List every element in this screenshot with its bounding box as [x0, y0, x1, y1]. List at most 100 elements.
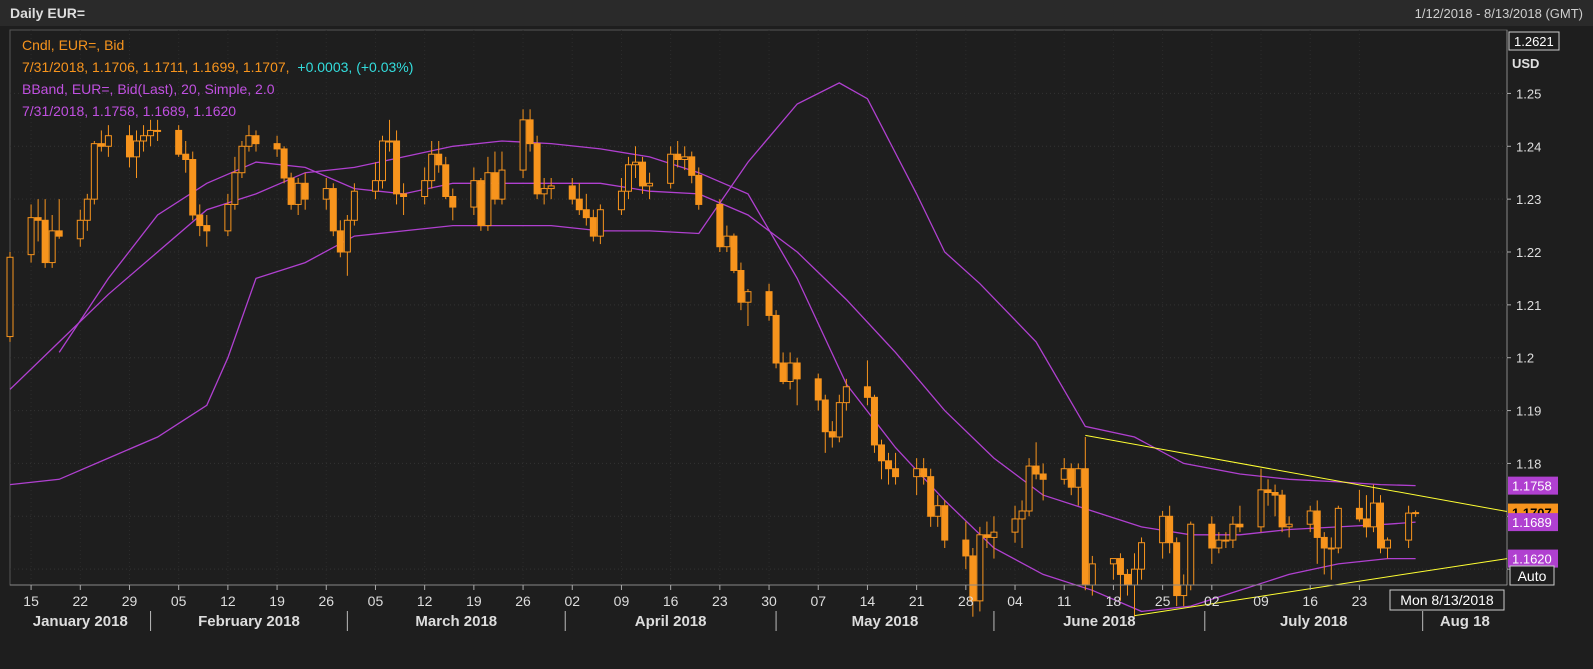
x-tick-label: 07 — [810, 593, 826, 609]
candle-body-down — [1362, 518, 1370, 528]
candle-body-up — [147, 129, 155, 137]
candle-body-down — [877, 444, 885, 462]
candle-body-down — [941, 505, 949, 541]
candle-body-down — [196, 214, 204, 227]
candle-body-up — [842, 386, 850, 404]
upper-trendline — [1085, 434, 1508, 513]
x-tick-label: 28 — [958, 593, 974, 609]
candle-body-down — [639, 161, 647, 187]
candle-body-down — [41, 219, 49, 264]
legend-bband-values: 7/31/2018, 1.1758, 1.1689, 1.1620 — [22, 103, 236, 119]
candle-body-up — [1131, 568, 1139, 586]
candle-body-up — [1025, 465, 1033, 512]
candle-body-up — [386, 140, 394, 143]
x-tick-label: 11 — [1057, 593, 1072, 609]
candle-body-up — [1109, 558, 1117, 565]
candle-body-up — [322, 188, 330, 200]
candle-body-up — [646, 182, 654, 187]
candles-layer — [6, 109, 1420, 617]
plot-frame — [9, 29, 1508, 586]
candle-body-down — [449, 196, 457, 208]
candle-body-up — [1088, 563, 1096, 586]
month-label: March 2018 — [415, 613, 497, 630]
x-tick-label: 23 — [1352, 593, 1368, 609]
candle-body-up — [519, 119, 527, 171]
bband-lower-label: 1.1620 — [1512, 552, 1552, 567]
x-tick-label: 22 — [72, 593, 88, 609]
candle-body-down — [1067, 468, 1075, 488]
candle-body-up — [1215, 539, 1223, 549]
x-tick-label: 19 — [466, 593, 482, 609]
candle-body-down — [695, 174, 703, 205]
y-tick-label: 1.25 — [1516, 86, 1541, 101]
candle-body-down — [526, 119, 534, 145]
legend-candle-values: 7/31/2018, 1.1706, 1.1711, 1.1699, 1.170… — [22, 59, 413, 75]
candle-body-down — [1173, 542, 1181, 597]
bband-upper-label-box — [1508, 476, 1558, 495]
candle-body-down — [125, 135, 133, 158]
x-tick-label: 21 — [909, 593, 925, 609]
candle-body-down — [688, 156, 696, 176]
candle-body-up — [1327, 547, 1335, 550]
candle-body-up — [76, 219, 84, 240]
candle-body-down — [55, 230, 63, 237]
candle-body-down — [435, 153, 443, 166]
candle-body-up — [1011, 518, 1019, 533]
candle-body-down — [983, 534, 991, 538]
candle-body-up — [835, 402, 843, 438]
candle-body-down — [442, 164, 450, 198]
month-label: July 2018 — [1280, 613, 1348, 630]
legend-bband-series: BBand, EUR=, Bid(Last), 20, Simple, 2.0 — [22, 81, 275, 97]
month-label: Aug 18 — [1440, 613, 1490, 630]
candle-body-up — [1405, 512, 1413, 541]
candle-body-up — [1222, 539, 1230, 542]
candle-body-down — [779, 362, 787, 382]
candle-body-up — [245, 135, 253, 147]
candle-body-down — [1032, 465, 1040, 475]
candle-body-up — [990, 531, 998, 538]
candle-body-down — [1376, 502, 1384, 549]
candle-body-up — [1412, 512, 1420, 515]
month-label: April 2018 — [635, 613, 707, 630]
candle-body-down — [730, 235, 738, 271]
candle-body-up — [428, 153, 436, 182]
x-tick-label: 02 — [1204, 593, 1220, 609]
candle-body-up — [1180, 584, 1188, 597]
candle-body-down — [885, 460, 893, 470]
auto-scale-label: Auto — [1518, 568, 1547, 584]
candle-body-down — [814, 378, 822, 401]
x-tick-label: 12 — [220, 593, 236, 609]
candle-body-up — [378, 140, 386, 182]
candle-body-up — [1060, 468, 1068, 480]
header-bar — [0, 0, 1593, 26]
candle-body-down — [329, 188, 337, 232]
x-tick-label: 05 — [368, 593, 384, 609]
candle-body-down — [1264, 489, 1272, 494]
month-label: February 2018 — [198, 613, 300, 630]
cursor-date-label: Mon 8/13/2018 — [1400, 592, 1494, 608]
candle-body-down — [189, 159, 197, 216]
x-tick-label: 29 — [122, 593, 138, 609]
auto-scale-button[interactable] — [1509, 565, 1555, 586]
bband-middle-label: 1.1689 — [1512, 515, 1552, 530]
legend: Cndl, EUR=, Bid 7/31/2018, 1.1706, 1.171… — [22, 37, 413, 119]
candle-body-down — [393, 140, 401, 195]
candle-body-down — [793, 362, 801, 380]
candle-body-down — [765, 291, 773, 316]
candle-body-up — [294, 182, 302, 205]
candle-body-down — [892, 468, 900, 478]
candle-body-up — [786, 362, 794, 382]
candle-body-down — [175, 129, 183, 155]
chart-title: Daily EUR= — [10, 5, 85, 21]
candle-body-down — [533, 143, 541, 195]
x-tick-label: 15 — [23, 593, 39, 609]
candle-body-up — [1306, 510, 1314, 525]
bband-middle-line — [58, 161, 1416, 536]
candle-body-down — [491, 172, 499, 200]
candle-body-down — [477, 180, 485, 227]
candle-body-up — [1285, 523, 1293, 528]
candle-body-down — [1236, 523, 1244, 528]
bband-upper-label: 1.1758 — [1512, 479, 1552, 494]
x-tick-label: 26 — [318, 593, 334, 609]
candle-body-down — [287, 177, 295, 205]
